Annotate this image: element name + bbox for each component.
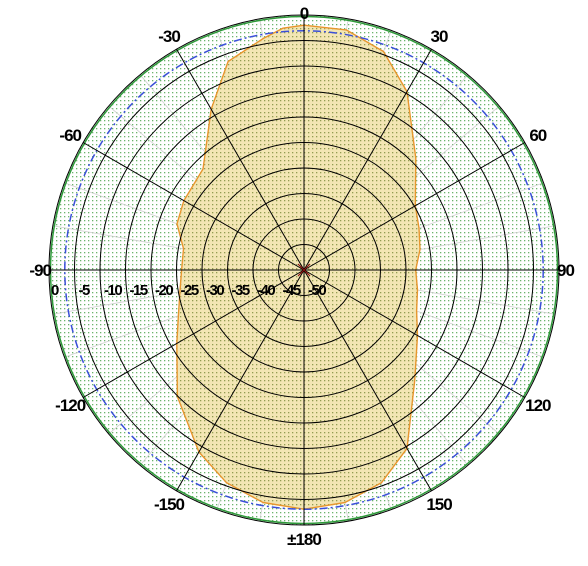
angle-tick-label: 150 [426, 495, 452, 514]
radial-tick-label: -45 [283, 282, 301, 299]
radial-tick-label: -30 [206, 282, 224, 299]
radial-tick-label: -10 [104, 282, 122, 299]
angle-tick-label: 0 [300, 4, 309, 23]
angle-tick-label: -60 [59, 126, 81, 145]
major-spoke [303, 269, 526, 398]
angle-tick-label: -30 [158, 27, 180, 46]
angle-tick-label: 30 [431, 27, 448, 46]
major-spoke [176, 269, 305, 492]
angle-tick-label: 60 [529, 126, 546, 145]
label-layer: 0 30 60 90 120 150 ±180 -150 -120 -90 -60 -30 0 -5 -10… [29, 4, 575, 549]
radial-tick-label: -15 [130, 282, 148, 299]
major-spoke [303, 142, 526, 271]
angle-tick-label: -90 [29, 261, 51, 280]
center-mark [297, 263, 311, 277]
angle-tick-label: 90 [557, 261, 574, 280]
radial-tick-label: -5 [79, 282, 90, 299]
major-spoke [303, 48, 432, 271]
dark-grid [48, 14, 560, 526]
major-spoke [82, 269, 305, 398]
angle-tick-label: ±180 [287, 530, 321, 549]
major-spoke [176, 48, 305, 271]
angle-tick-label: -120 [55, 396, 86, 415]
radial-tick-label: -40 [257, 282, 275, 299]
radial-tick-label: -35 [232, 282, 250, 299]
major-spoke [82, 142, 305, 271]
major-spoke [303, 269, 432, 492]
angle-tick-label: -150 [154, 495, 185, 514]
radial-tick-label: -20 [155, 282, 173, 299]
radial-tick-label: -25 [181, 282, 199, 299]
radial-tick-label: -50 [308, 282, 326, 299]
radial-tick-label: 0 [51, 282, 59, 299]
angle-tick-label: 120 [525, 396, 551, 415]
